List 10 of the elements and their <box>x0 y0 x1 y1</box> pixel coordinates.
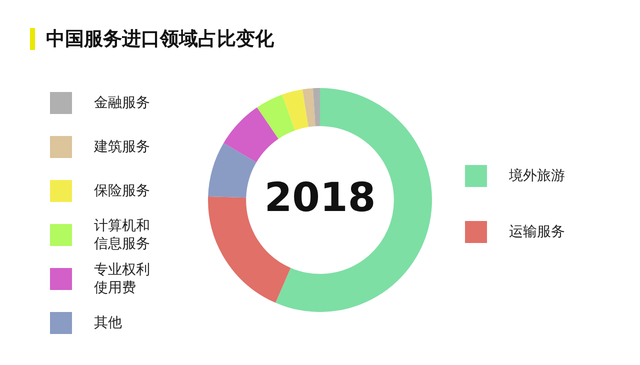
legend-label: 计算机和信息服务 <box>94 217 151 253</box>
legend-label: 保险服务 <box>94 182 151 200</box>
legend-label: 建筑服务 <box>94 138 151 156</box>
legend-label: 运输服务 <box>509 223 566 241</box>
legend-label: 金融服务 <box>94 94 151 112</box>
legend-label: 专业权利使用费 <box>94 261 151 297</box>
chart-title: 中国服务进口领域占比变化 <box>46 27 274 52</box>
text: 2018 <box>263 175 377 221</box>
legend-label: 其他 <box>94 314 123 332</box>
legend-label: 境外旅游 <box>509 167 566 185</box>
